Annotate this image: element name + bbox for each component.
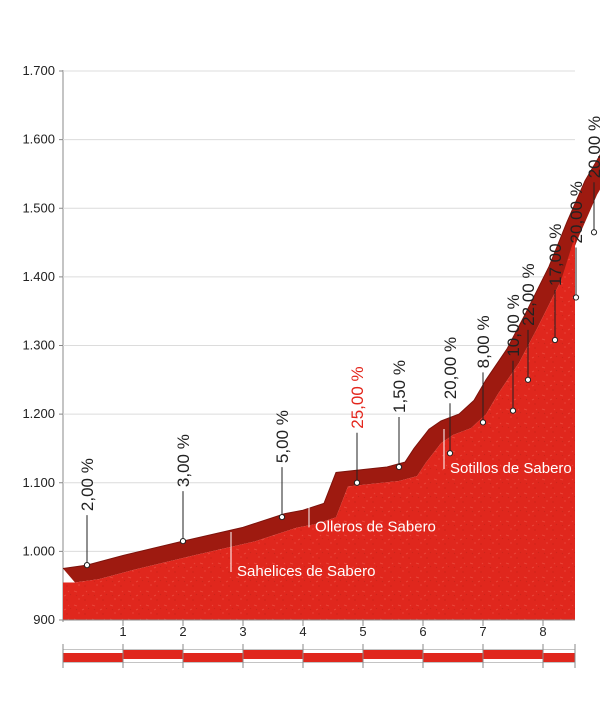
km-bar-top: [303, 650, 363, 653]
grade-label: 5,00 %: [273, 410, 292, 463]
grade-point: [572, 294, 580, 301]
grade-point: [353, 479, 361, 486]
x-axis: 1 2 3 4 5 6 7 8: [63, 619, 575, 639]
km-bar-bottom: [63, 659, 123, 662]
x-tick-label: 3: [239, 624, 246, 639]
grade-point: [278, 513, 286, 521]
km-bar-bottom: [123, 659, 183, 662]
y-tick-label: 1.200: [22, 406, 55, 421]
x-tick-label: 7: [479, 624, 486, 639]
grade-point: [446, 450, 454, 457]
x-tick-label: 6: [419, 624, 426, 639]
km-bar-bottom: [423, 659, 483, 662]
km-bar-segment: [243, 653, 303, 659]
place-label: Sotillos de Sabero (Ext.): [450, 460, 600, 477]
profile-shade: [63, 155, 600, 583]
place-labels: Sahelices de Sabero Olleros de Sabero Soti…: [230, 429, 600, 580]
km-scale-bar: [62, 644, 576, 668]
km-bar-bottom: [183, 659, 243, 662]
grade-label: 22,00 %: [519, 263, 538, 325]
grade-label: 3,00 %: [174, 434, 193, 487]
grade-label: 1,50 %: [390, 360, 409, 413]
y-tick-label: 1.100: [22, 475, 55, 490]
grade-point: [395, 463, 403, 471]
grade-point: [590, 229, 598, 236]
km-bar-segment: [423, 653, 483, 659]
x-tick-label: 1: [119, 624, 126, 639]
km-bar-segment: [363, 653, 423, 659]
km-bar-top: [483, 650, 543, 653]
grade-point: [524, 376, 532, 383]
place-label: Olleros de Sabero: [315, 518, 436, 535]
km-bar-segment: [303, 653, 363, 659]
km-bar-top: [363, 650, 423, 653]
grade-label: 20,00 %: [441, 337, 460, 399]
km-bar-segment: [483, 653, 543, 659]
x-tick-label: 4: [299, 624, 306, 639]
km-bar-bottom: [243, 659, 303, 662]
km-bar-segment: [123, 653, 183, 659]
grade-label: 17,00 %: [546, 224, 565, 286]
km-bar-bottom: [303, 659, 363, 662]
y-tick-label: 900: [33, 612, 55, 627]
profile-layer: [62, 154, 600, 620]
km-bar-segment: [63, 653, 123, 659]
x-tick-label: 2: [179, 624, 186, 639]
grade-label: 25,00 %: [348, 366, 367, 428]
x-ticks: 1 2 3 4 5 6 7 8: [119, 620, 547, 639]
grade-label: 10,00 %: [504, 294, 523, 356]
y-tick-label: 1.000: [22, 543, 55, 558]
y-tick-label: 1.400: [22, 269, 55, 284]
grade-label: 8,00 %: [474, 315, 493, 368]
grade-label: 2,00 %: [78, 458, 97, 511]
km-bar-top: [243, 650, 303, 653]
km-bar-top: [543, 650, 575, 653]
y-tick-label: 1.300: [22, 338, 55, 353]
place-label: Sahelices de Sabero: [237, 563, 375, 580]
grade-point: [479, 419, 487, 426]
km-bar-top: [63, 650, 123, 653]
grade-point: [551, 336, 559, 344]
grade-point: [83, 562, 91, 569]
profile-outline: [62, 154, 600, 570]
y-tick-label: 1.600: [22, 132, 55, 147]
grade-label: 20,00 %: [585, 116, 600, 178]
km-bar-segment: [543, 653, 575, 659]
grade-point: [179, 537, 187, 545]
grade-label: 20,00 %: [567, 181, 586, 243]
km-bar-top: [423, 650, 483, 653]
grade-markers: 2,00 % 3,00 % 5,00 % 25,00 % 1,50 % 20,00 % 8,…: [78, 116, 600, 569]
profile-area: [63, 154, 575, 620]
km-bar-segment: [183, 653, 243, 659]
y-tick-label: 1.500: [22, 200, 55, 215]
y-tick-label: 1.700: [22, 63, 55, 78]
km-bar-top: [123, 650, 183, 653]
km-bar-bottom: [363, 659, 423, 662]
x-tick-label: 5: [359, 624, 366, 639]
grade-point: [509, 407, 517, 414]
km-bar-top: [183, 650, 243, 653]
km-bar-bottom: [543, 659, 575, 662]
x-tick-label: 8: [539, 624, 546, 639]
km-bar-bottom: [483, 659, 543, 662]
